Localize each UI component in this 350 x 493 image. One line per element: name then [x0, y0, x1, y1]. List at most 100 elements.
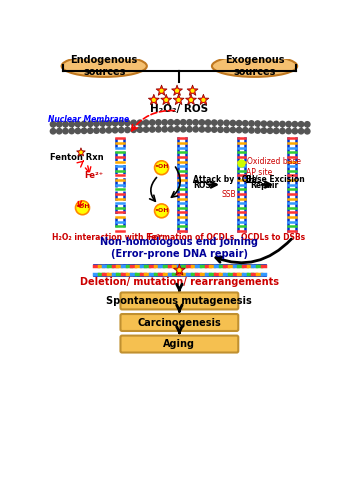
Circle shape	[249, 128, 254, 133]
Circle shape	[100, 128, 105, 133]
Ellipse shape	[212, 55, 297, 77]
Circle shape	[57, 122, 62, 127]
Circle shape	[80, 151, 82, 153]
Circle shape	[211, 120, 217, 125]
Circle shape	[286, 128, 291, 134]
Circle shape	[119, 127, 124, 133]
Circle shape	[190, 99, 193, 101]
Text: Oxidized base: Oxidized base	[247, 157, 301, 166]
Circle shape	[100, 121, 105, 126]
Circle shape	[112, 121, 118, 126]
Circle shape	[63, 121, 68, 127]
Circle shape	[280, 121, 285, 127]
Polygon shape	[187, 85, 198, 96]
Circle shape	[112, 128, 118, 133]
Text: ROS: ROS	[193, 181, 211, 190]
Circle shape	[274, 121, 279, 127]
Circle shape	[205, 127, 211, 132]
Circle shape	[155, 161, 169, 175]
Polygon shape	[148, 94, 159, 105]
Circle shape	[144, 120, 149, 125]
Text: H₂O₂/ ROS: H₂O₂/ ROS	[150, 104, 209, 114]
Circle shape	[211, 127, 217, 132]
Circle shape	[176, 89, 178, 92]
FancyBboxPatch shape	[120, 292, 238, 310]
Polygon shape	[156, 85, 167, 96]
Circle shape	[243, 128, 248, 133]
Circle shape	[292, 129, 298, 134]
Circle shape	[174, 127, 180, 132]
Circle shape	[261, 128, 267, 133]
Circle shape	[224, 127, 229, 133]
Circle shape	[94, 128, 99, 133]
Circle shape	[162, 127, 167, 132]
Text: Aging: Aging	[163, 339, 195, 349]
Text: H₂O₂ interaction with Fe²⁺: H₂O₂ interaction with Fe²⁺	[51, 233, 163, 242]
Text: Exogenous
sources: Exogenous sources	[225, 55, 284, 77]
Circle shape	[298, 129, 304, 134]
Polygon shape	[173, 94, 184, 105]
Text: •OH: •OH	[154, 165, 169, 170]
Circle shape	[230, 127, 236, 133]
Circle shape	[88, 128, 93, 134]
Circle shape	[187, 127, 192, 132]
Polygon shape	[198, 94, 209, 105]
Circle shape	[131, 120, 136, 126]
Circle shape	[155, 204, 169, 218]
Polygon shape	[172, 85, 183, 96]
Text: Non-homologous end joining
(Error-prone DNA repair): Non-homologous end joining (Error-prone …	[100, 237, 258, 259]
Text: Carcinogenesis: Carcinogenesis	[138, 317, 221, 327]
Circle shape	[125, 127, 130, 133]
Circle shape	[249, 121, 254, 126]
Circle shape	[94, 121, 99, 126]
Circle shape	[63, 128, 68, 134]
Polygon shape	[161, 94, 172, 105]
Circle shape	[236, 127, 242, 133]
Circle shape	[202, 99, 205, 101]
Text: •OH: •OH	[154, 208, 169, 212]
Circle shape	[50, 122, 56, 127]
Circle shape	[193, 120, 198, 125]
Circle shape	[193, 127, 198, 132]
Circle shape	[156, 127, 161, 132]
Circle shape	[88, 121, 93, 127]
Circle shape	[137, 127, 142, 132]
Circle shape	[165, 99, 168, 101]
Circle shape	[181, 120, 186, 125]
Text: OCDLs to DSBs: OCDLs to DSBs	[241, 233, 306, 242]
Circle shape	[181, 127, 186, 132]
Circle shape	[230, 120, 236, 126]
Circle shape	[224, 120, 229, 126]
Polygon shape	[186, 94, 197, 105]
Circle shape	[261, 121, 267, 126]
Circle shape	[236, 120, 242, 126]
Circle shape	[298, 122, 304, 127]
Circle shape	[280, 128, 285, 134]
Circle shape	[156, 120, 161, 125]
Circle shape	[81, 128, 87, 134]
Circle shape	[255, 121, 260, 126]
Circle shape	[75, 128, 80, 134]
Circle shape	[218, 120, 223, 125]
Circle shape	[125, 120, 130, 126]
Text: Endogenous
sources: Endogenous sources	[71, 55, 138, 77]
Circle shape	[218, 127, 223, 133]
Ellipse shape	[62, 55, 147, 77]
Circle shape	[81, 121, 87, 127]
Text: Fenton Rxn: Fenton Rxn	[50, 153, 104, 162]
Text: AP site: AP site	[246, 168, 272, 177]
Circle shape	[168, 127, 174, 132]
Circle shape	[153, 99, 155, 101]
Circle shape	[160, 89, 163, 92]
Text: SSB: SSB	[221, 190, 236, 199]
Circle shape	[69, 128, 74, 134]
Text: Spontaneous mutagenesis: Spontaneous mutagenesis	[106, 296, 252, 306]
Circle shape	[304, 122, 310, 127]
Circle shape	[274, 128, 279, 134]
Circle shape	[162, 120, 167, 125]
Circle shape	[187, 120, 192, 125]
FancyBboxPatch shape	[120, 314, 238, 331]
Text: Attack by •OH/: Attack by •OH/	[193, 175, 258, 184]
Circle shape	[304, 129, 310, 134]
Circle shape	[137, 120, 142, 125]
